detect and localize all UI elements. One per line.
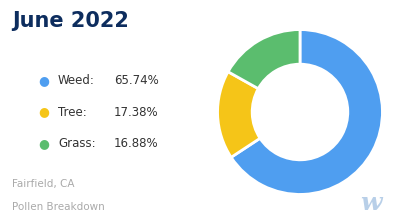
Text: Grass:: Grass:	[58, 137, 96, 150]
Wedge shape	[228, 30, 300, 89]
Wedge shape	[218, 72, 260, 157]
Text: June 2022: June 2022	[12, 11, 129, 31]
Text: ●: ●	[38, 74, 49, 87]
Text: 17.38%: 17.38%	[114, 106, 159, 118]
Text: ●: ●	[38, 106, 49, 118]
Text: w: w	[360, 191, 382, 215]
Text: Tree:: Tree:	[58, 106, 87, 118]
Text: Weed:: Weed:	[58, 74, 95, 87]
Text: Pollen Breakdown: Pollen Breakdown	[12, 202, 105, 212]
Text: ●: ●	[38, 137, 49, 150]
Wedge shape	[231, 30, 382, 194]
Text: 65.74%: 65.74%	[114, 74, 159, 87]
Text: Fairfield, CA: Fairfield, CA	[12, 179, 74, 189]
Text: 16.88%: 16.88%	[114, 137, 159, 150]
